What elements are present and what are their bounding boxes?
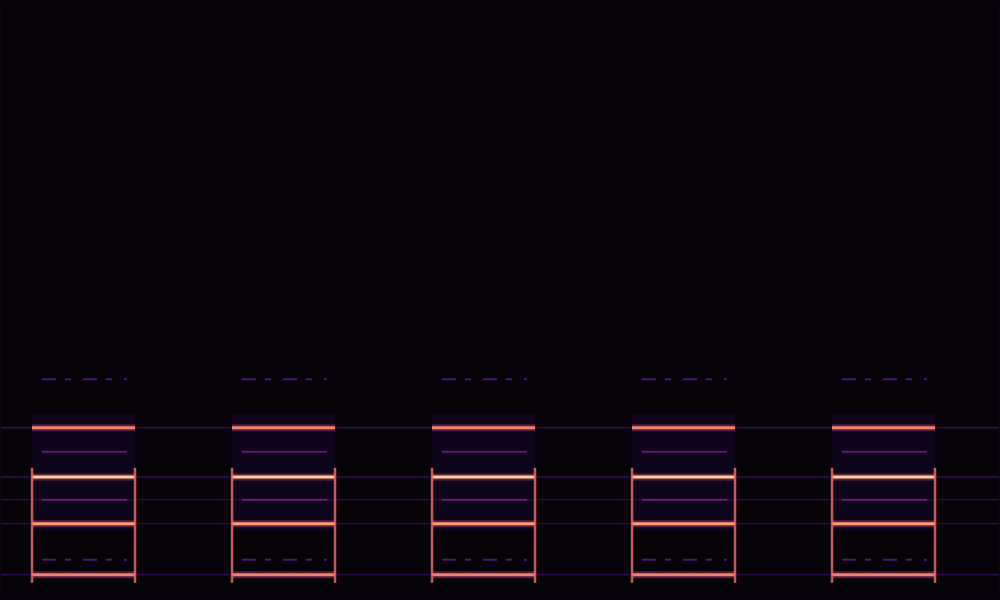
band-glow <box>632 474 735 481</box>
segment-edge <box>231 468 234 583</box>
segment-edge <box>934 468 937 583</box>
band-line <box>32 573 135 576</box>
band-line <box>42 499 127 501</box>
segment-edge <box>31 468 34 583</box>
band-line <box>232 522 335 525</box>
band-line <box>432 522 535 525</box>
band-floor <box>0 499 1000 501</box>
segment-edge <box>334 468 337 583</box>
band-line <box>442 559 527 561</box>
segment-edge <box>631 468 634 583</box>
band-glow <box>32 424 135 431</box>
band-line <box>232 426 335 429</box>
band-line <box>442 451 527 453</box>
plot-background <box>0 0 1000 600</box>
band-line <box>32 476 135 479</box>
band-glow <box>432 474 535 481</box>
band-line <box>32 426 135 429</box>
plot-frame <box>1 1 1000 600</box>
band-line <box>42 559 127 561</box>
band-line <box>632 476 735 479</box>
spectrogram <box>0 0 1000 600</box>
band-glow <box>832 424 935 431</box>
band-glow <box>232 520 335 527</box>
segment-haze <box>432 414 535 531</box>
band-line <box>242 499 327 501</box>
band-line <box>842 378 927 380</box>
segment-haze <box>32 414 135 531</box>
band-line <box>842 451 927 453</box>
band-line <box>442 499 527 501</box>
band-line <box>642 499 727 501</box>
band-line <box>832 573 935 576</box>
band-line <box>642 451 727 453</box>
band-line <box>832 522 935 525</box>
band-glow <box>632 520 735 527</box>
segment-edge <box>134 468 137 583</box>
band-line <box>632 573 735 576</box>
band-floor <box>0 476 1000 478</box>
band-floor <box>0 574 1000 576</box>
band-line <box>42 451 127 453</box>
segment-edge <box>734 468 737 583</box>
band-line <box>242 378 327 380</box>
segment-haze <box>232 414 335 531</box>
band-glow <box>432 520 535 527</box>
band-line <box>242 451 327 453</box>
segment-edge <box>831 468 834 583</box>
band-line <box>642 378 727 380</box>
band-line <box>832 476 935 479</box>
band-glow <box>32 571 135 578</box>
band-glow <box>432 424 535 431</box>
band-line <box>442 378 527 380</box>
band-glow <box>832 571 935 578</box>
band-glow <box>232 474 335 481</box>
band-line <box>642 559 727 561</box>
band-glow <box>632 424 735 431</box>
segment-edge <box>431 468 434 583</box>
band-floor <box>0 427 1000 429</box>
band-floor <box>0 523 1000 525</box>
band-glow <box>232 571 335 578</box>
band-glow <box>32 520 135 527</box>
band-line <box>432 476 535 479</box>
band-glow <box>32 474 135 481</box>
segment-haze <box>632 414 735 531</box>
band-line <box>242 559 327 561</box>
segment-edge <box>534 468 537 583</box>
band-line <box>832 426 935 429</box>
band-glow <box>832 474 935 481</box>
band-glow <box>832 520 935 527</box>
band-line <box>632 522 735 525</box>
band-line <box>432 573 535 576</box>
plot-area <box>0 379 1000 583</box>
band-glow <box>232 424 335 431</box>
band-line <box>842 499 927 501</box>
band-line <box>232 573 335 576</box>
band-line <box>632 426 735 429</box>
band-glow <box>432 571 535 578</box>
segment-haze <box>832 414 935 531</box>
band-glow <box>632 571 735 578</box>
band-line <box>232 476 335 479</box>
band-line <box>42 378 127 380</box>
band-line <box>432 426 535 429</box>
band-line <box>32 522 135 525</box>
band-line <box>842 559 927 561</box>
